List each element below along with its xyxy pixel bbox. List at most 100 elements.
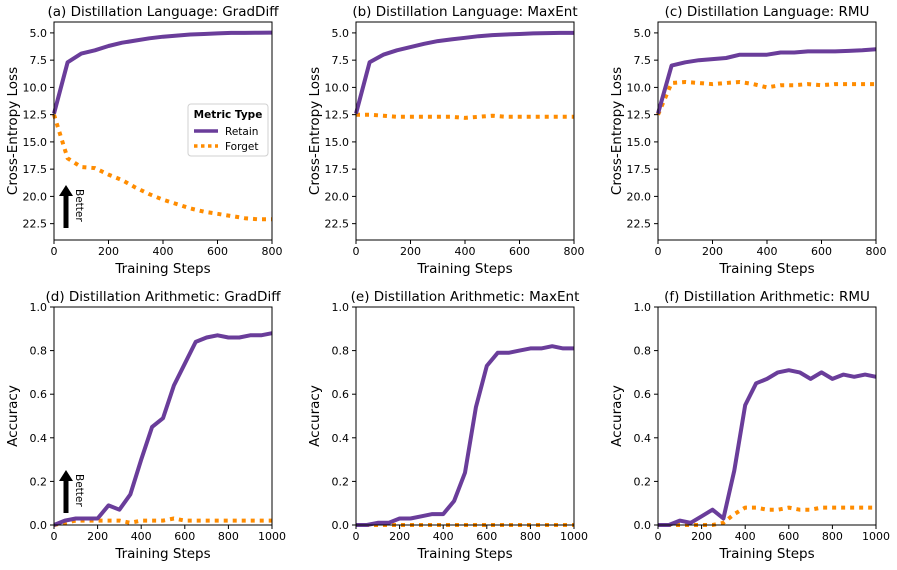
- x-axis-label: Training Steps: [718, 546, 814, 562]
- x-tick-label: 0: [353, 245, 360, 258]
- y-tick-label: 1.0: [332, 301, 350, 314]
- y-tick-label: 15.0: [23, 136, 48, 149]
- chart-panel-3: 0 200 400 600 800 1000 0.0 0.2 0.4 0.6 0.8 1.0(d) D…: [5, 289, 286, 562]
- chart-panel-0: 0 200 400 600 800 5.0 7.5 10.0 12.5 15.0 17.5 20.0 2…: [5, 4, 283, 277]
- chart-title: (e) Distillation Arithmetic: MaxEnt: [351, 289, 580, 305]
- y-tick-label: 0.8: [634, 345, 652, 358]
- y-tick-label: 17.5: [325, 163, 350, 176]
- y-tick-label: 0.6: [634, 388, 652, 401]
- y-tick-label: 1.0: [30, 301, 48, 314]
- y-tick-label: 0.4: [332, 432, 350, 445]
- y-tick-label: 12.5: [325, 109, 350, 122]
- y-tick-label: 5.0: [332, 27, 350, 40]
- x-axis-label: Training Steps: [416, 261, 512, 277]
- series-line-retain: [658, 368, 877, 527]
- y-tick-label: 0.8: [332, 345, 350, 358]
- x-tick-label: 200: [87, 530, 108, 543]
- x-tick-label: 200: [400, 245, 421, 258]
- plot-frame: [53, 306, 273, 526]
- y-tick-label: 7.5: [634, 54, 652, 67]
- y-tick-label: 0.0: [634, 519, 652, 532]
- chart-title: (c) Distillation Language: RMU: [665, 4, 870, 20]
- series-line-retain: [52, 30, 273, 115]
- chart-panel-2: 0 200 400 600 800 5.0 7.5 10.0 12.5 15.0 17.5 20.0 2…: [609, 4, 887, 277]
- series-line-forget: [656, 80, 876, 116]
- y-tick-label: 15.0: [627, 136, 652, 149]
- y-tick-label: 7.5: [30, 54, 48, 67]
- x-axis-label: Training Steps: [718, 261, 814, 277]
- better-arrow-head: [59, 185, 73, 196]
- y-tick-label: 0.0: [332, 519, 350, 532]
- x-tick-label: 200: [98, 245, 119, 258]
- y-tick-label: 0.4: [30, 432, 48, 445]
- y-tick-label: 20.0: [627, 190, 652, 203]
- x-tick-label: 400: [455, 245, 476, 258]
- series-line-retain: [354, 30, 574, 115]
- x-tick-label: 400: [153, 245, 174, 258]
- x-tick-label: 600: [778, 530, 799, 543]
- x-tick-label: 1000: [560, 530, 588, 543]
- x-tick-label: 200: [691, 530, 712, 543]
- series-line-retain: [53, 331, 273, 527]
- series-line-forget: [52, 114, 272, 222]
- better-arrow-head: [59, 470, 73, 481]
- x-tick-label: 1000: [258, 530, 286, 543]
- y-tick-label: 0.8: [30, 345, 48, 358]
- y-tick-label: 0.6: [332, 388, 350, 401]
- x-tick-label: 1000: [862, 530, 890, 543]
- x-tick-label: 200: [389, 530, 410, 543]
- y-tick-label: 10.0: [23, 81, 48, 94]
- x-tick-label: 0: [51, 245, 58, 258]
- y-axis-label: Accuracy: [5, 385, 21, 447]
- y-axis-label: Accuracy: [307, 385, 323, 447]
- y-tick-label: 22.5: [627, 218, 652, 231]
- x-tick-label: 0: [655, 530, 662, 543]
- legend-forget-label: Forget: [225, 141, 258, 153]
- y-tick-label: 1.0: [634, 301, 652, 314]
- x-tick-label: 600: [811, 245, 832, 258]
- y-tick-label: 17.5: [23, 163, 48, 176]
- chart-title: (b) Distillation Language: MaxEnt: [352, 4, 577, 20]
- x-tick-label: 0: [51, 530, 58, 543]
- y-tick-label: 15.0: [325, 136, 350, 149]
- chart-title: (f) Distillation Arithmetic: RMU: [664, 289, 870, 305]
- x-tick-label: 800: [822, 530, 843, 543]
- x-tick-label: 400: [757, 245, 778, 258]
- x-tick-label: 600: [509, 245, 530, 258]
- y-tick-label: 0.2: [634, 475, 652, 488]
- y-tick-label: 12.5: [23, 109, 48, 122]
- x-tick-label: 0: [353, 530, 360, 543]
- series-line-retain: [656, 47, 877, 115]
- x-tick-label: 400: [735, 530, 756, 543]
- y-tick-label: 0.2: [332, 475, 350, 488]
- x-axis-label: Training Steps: [114, 261, 210, 277]
- x-tick-label: 600: [207, 245, 228, 258]
- y-tick-label: 20.0: [325, 190, 350, 203]
- x-tick-label: 800: [520, 530, 541, 543]
- x-tick-label: 0: [655, 245, 662, 258]
- x-tick-label: 400: [131, 530, 152, 543]
- series-line-forget: [356, 112, 574, 120]
- chart-title: (a) Distillation Language: GradDiff: [47, 4, 279, 20]
- legend-retain-label: Retain: [225, 126, 258, 138]
- plot-frame: [355, 306, 575, 526]
- series-line-forget: [53, 516, 272, 527]
- chart-title: (d) Distillation Arithmetic: GradDiff: [46, 289, 282, 305]
- y-tick-label: 5.0: [30, 27, 48, 40]
- x-tick-label: 600: [174, 530, 195, 543]
- x-tick-label: 800: [866, 245, 887, 258]
- y-tick-label: 17.5: [627, 163, 652, 176]
- y-tick-label: 0.6: [30, 388, 48, 401]
- x-tick-label: 400: [433, 530, 454, 543]
- y-tick-label: 7.5: [332, 54, 350, 67]
- y-tick-label: 22.5: [325, 218, 350, 231]
- legend-title: Metric Type: [194, 109, 263, 121]
- x-axis-label: Training Steps: [416, 546, 512, 562]
- y-axis-label: Cross-Entropy Loss: [307, 67, 323, 195]
- y-axis-label: Cross-Entropy Loss: [609, 67, 625, 195]
- y-tick-label: 5.0: [634, 27, 652, 40]
- better-label: Better: [73, 189, 85, 222]
- x-tick-label: 800: [262, 245, 283, 258]
- x-tick-label: 800: [218, 530, 239, 543]
- y-axis-label: Accuracy: [609, 385, 625, 447]
